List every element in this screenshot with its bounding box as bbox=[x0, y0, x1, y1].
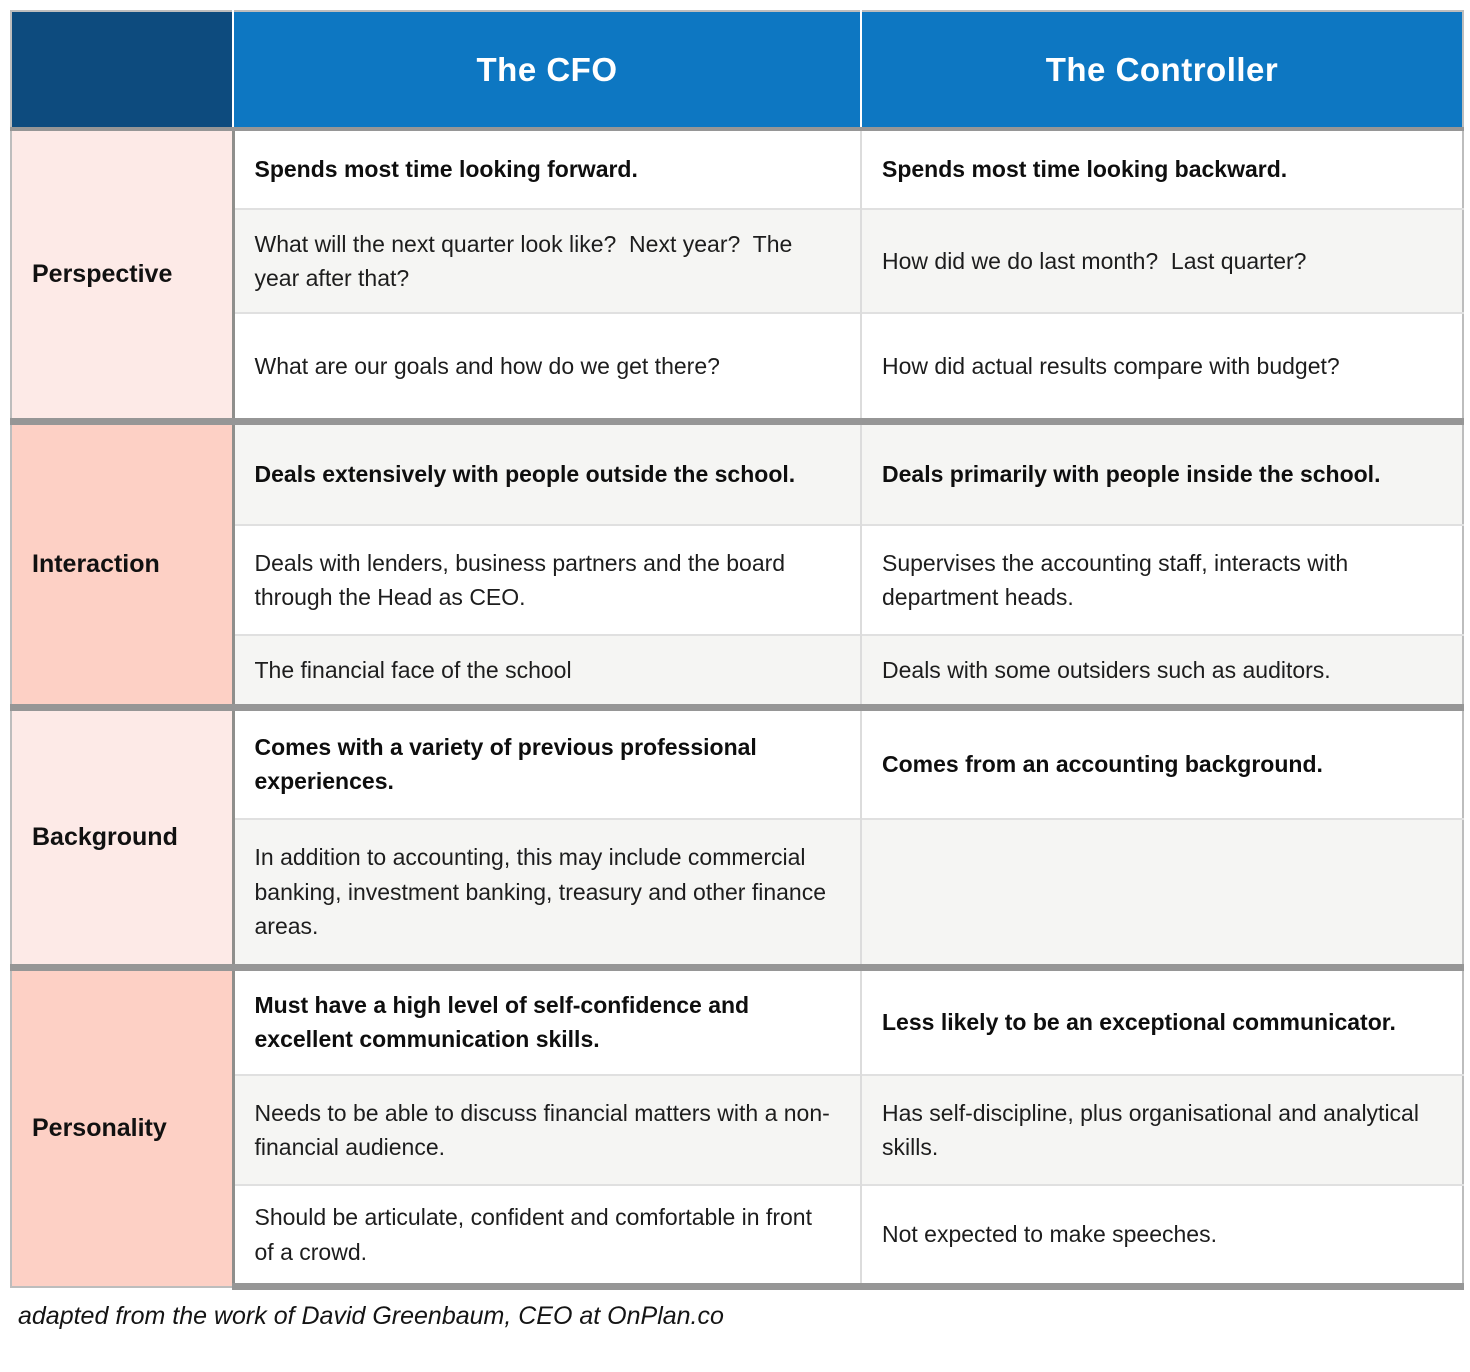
table-row: Should be articulate, confident and comf… bbox=[11, 1184, 1463, 1290]
table-row: The financial face of the school Deals wi… bbox=[11, 634, 1463, 707]
cfo-cell: Should be articulate, confident and comf… bbox=[233, 1184, 862, 1290]
cfo-cell: Comes with a variety of previous profess… bbox=[233, 703, 862, 819]
table-row: What are our goals and how do we get the… bbox=[11, 312, 1463, 421]
cfo-cell: Must have a high level of self-confidenc… bbox=[233, 963, 862, 1075]
cfo-cell: The financial face of the school bbox=[233, 634, 862, 707]
group-label-personality: Personality bbox=[11, 963, 235, 1287]
controller-cell: Deals primarily with people inside the s… bbox=[861, 417, 1463, 525]
controller-cell: Supervises the accounting staff, interac… bbox=[861, 524, 1463, 635]
group-label-perspective: Perspective bbox=[11, 129, 235, 421]
cfo-controller-comparison-table: The CFO The Controller Perspective Spends… bbox=[10, 10, 1464, 1290]
cfo-cell: Deals extensively with people outside th… bbox=[233, 417, 862, 525]
table-row: Background Comes with a variety of previo… bbox=[11, 703, 1463, 967]
controller-cell: How did we do last month? Last quarter? bbox=[861, 208, 1463, 313]
attribution-note: adapted from the work of David Greenbaum… bbox=[18, 1302, 724, 1330]
cfo-cell: Deals with lenders, business partners an… bbox=[233, 524, 862, 635]
table-row: Deals with lenders, business partners an… bbox=[11, 524, 1463, 635]
cfo-cell: What are our goals and how do we get the… bbox=[233, 312, 862, 421]
table-row: What will the next quarter look like? Ne… bbox=[11, 208, 1463, 313]
controller-cell: How did actual results compare with budg… bbox=[861, 312, 1463, 421]
table-row: Perspective Spends most time looking forw… bbox=[11, 129, 1463, 421]
controller-cell: Comes from an accounting background. bbox=[861, 703, 1463, 819]
table-row: In addition to accounting, this may incl… bbox=[11, 818, 1463, 967]
column-header-cfo: The CFO bbox=[233, 11, 862, 131]
controller-cell: Spends most time looking backward. bbox=[861, 129, 1463, 209]
cfo-cell: What will the next quarter look like? Ne… bbox=[233, 208, 862, 313]
group-label-background: Background bbox=[11, 703, 235, 967]
cfo-cell: Spends most time looking forward. bbox=[233, 129, 862, 209]
cfo-cell: Needs to be able to discuss financial ma… bbox=[233, 1074, 862, 1185]
table-row: Interaction Deals extensively with people… bbox=[11, 417, 1463, 707]
controller-cell bbox=[861, 818, 1463, 967]
controller-cell: Not expected to make speeches. bbox=[861, 1184, 1463, 1290]
header-row: The CFO The Controller bbox=[11, 11, 1463, 131]
table-row: Needs to be able to discuss financial ma… bbox=[11, 1074, 1463, 1185]
corner-cell bbox=[11, 11, 234, 131]
cfo-cell: In addition to accounting, this may incl… bbox=[233, 818, 862, 967]
table-row: Personality Must have a high level of sel… bbox=[11, 963, 1463, 1287]
controller-cell: Deals with some outsiders such as audito… bbox=[861, 634, 1463, 707]
controller-cell: Less likely to be an exceptional communi… bbox=[861, 963, 1463, 1075]
controller-cell: Has self-discipline, plus organisational… bbox=[861, 1074, 1463, 1185]
column-header-controller: The Controller bbox=[861, 11, 1463, 131]
group-label-interaction: Interaction bbox=[11, 417, 235, 707]
